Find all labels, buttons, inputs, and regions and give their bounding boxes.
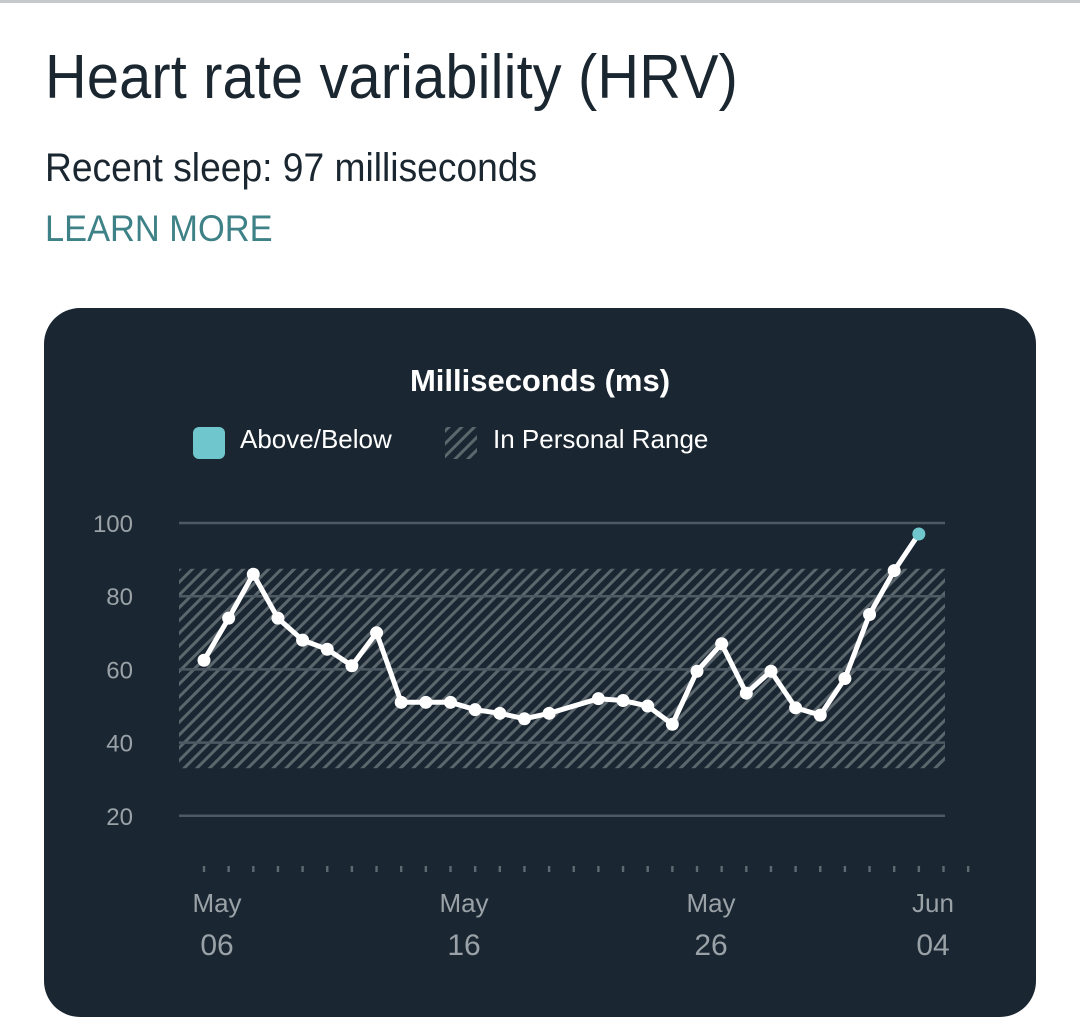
data-point: [789, 701, 803, 715]
x-tick-month: Jun: [912, 888, 954, 918]
plot-area: 100 80 60 40 20 May 06 May 16 May 26 Jun 04: [93, 511, 970, 962]
x-tick-mark: [597, 866, 600, 872]
x-tick-mark: [202, 866, 206, 872]
x-tick-mark: [819, 866, 822, 872]
x-tick-mark: [843, 866, 847, 872]
x-tick-mark: [350, 866, 354, 872]
data-point: [542, 706, 556, 720]
x-tick-mark: [400, 866, 403, 872]
x-tick-mark: [547, 866, 551, 872]
data-point: [246, 567, 260, 581]
x-tick-mark: [449, 866, 452, 872]
data-point: [690, 664, 704, 678]
x-tick-mark: [227, 866, 230, 872]
x-tick-mark: [276, 866, 280, 872]
data-point: [394, 695, 408, 709]
data-point: [591, 692, 605, 706]
data-point: [370, 626, 384, 640]
x-tick-month: May: [439, 888, 488, 918]
x-tick-mark: [794, 866, 797, 872]
x-tick-mark: [695, 866, 699, 872]
legend-label-above-below: Above/Below: [240, 424, 392, 454]
data-point: [197, 653, 211, 667]
x-tick-mark: [671, 866, 674, 872]
x-tick-mark: [966, 866, 970, 872]
legend-label-personal-range: In Personal Range: [493, 424, 708, 454]
x-tick-day: 04: [916, 929, 949, 962]
y-tick-label: 100: [93, 511, 133, 538]
data-point: [715, 637, 729, 651]
x-tick-mark: [498, 866, 501, 872]
x-tick-mark: [523, 866, 526, 872]
x-tick-mark: [720, 866, 723, 872]
data-point: [517, 712, 531, 726]
x-tick-mark: [769, 866, 773, 872]
data-point: [345, 659, 359, 673]
chart-title: Milliseconds (ms): [410, 363, 670, 398]
data-point: [838, 672, 852, 686]
page-title: Heart rate variability (HRV): [45, 43, 739, 112]
x-tick-day: 26: [694, 929, 727, 962]
x-tick-day: 06: [200, 929, 233, 962]
data-point: [813, 708, 827, 722]
y-tick-label: 20: [106, 804, 133, 831]
x-tick-mark: [621, 866, 625, 872]
data-point: [444, 695, 457, 709]
data-point: [641, 699, 655, 713]
x-tick-day: 16: [447, 929, 480, 962]
x-tick-mark: [301, 866, 304, 872]
x-tick-mark: [572, 866, 575, 872]
y-tick-label: 60: [106, 657, 133, 684]
latest-data-point: [912, 527, 926, 541]
x-tick-mark: [893, 866, 896, 872]
x-tick-mark: [646, 866, 649, 872]
x-tick-mark: [745, 866, 748, 872]
recent-sleep-summary: Recent sleep: 97 milliseconds: [45, 146, 538, 190]
x-tick-mark: [424, 866, 428, 872]
x-tick-mark: [942, 866, 945, 872]
hrv-chart-card: Milliseconds (ms) Above/Below In Persona…: [44, 308, 1036, 1017]
x-tick-mark: [917, 866, 921, 872]
data-point: [468, 703, 482, 717]
above-below-swatch-icon: [193, 427, 225, 459]
data-point: [863, 608, 877, 621]
data-point: [320, 642, 334, 656]
y-tick-label: 80: [106, 584, 133, 611]
x-tick-mark: [252, 866, 255, 872]
data-point: [739, 686, 753, 700]
data-point: [665, 717, 679, 731]
learn-more-link[interactable]: LEARN MORE: [45, 208, 273, 249]
y-tick-label: 40: [106, 731, 133, 758]
data-point: [222, 611, 236, 625]
hrv-chart: Milliseconds (ms) Above/Below In Persona…: [93, 363, 970, 962]
data-point: [887, 564, 901, 578]
data-point: [296, 633, 310, 647]
data-point: [271, 611, 285, 625]
data-point: [493, 706, 507, 720]
x-tick-month: May: [192, 888, 241, 918]
x-tick-mark: [868, 866, 871, 872]
personal-range-swatch-icon: [445, 427, 477, 459]
x-tick-month: May: [686, 888, 735, 918]
data-point: [764, 664, 778, 678]
data-point: [616, 694, 630, 708]
x-tick-mark: [326, 866, 329, 872]
x-tick-mark: [375, 866, 378, 872]
data-point: [419, 695, 433, 709]
x-tick-mark: [473, 866, 477, 872]
chart-legend: Above/Below In Personal Range: [193, 424, 708, 459]
top-divider: [0, 0, 1080, 3]
